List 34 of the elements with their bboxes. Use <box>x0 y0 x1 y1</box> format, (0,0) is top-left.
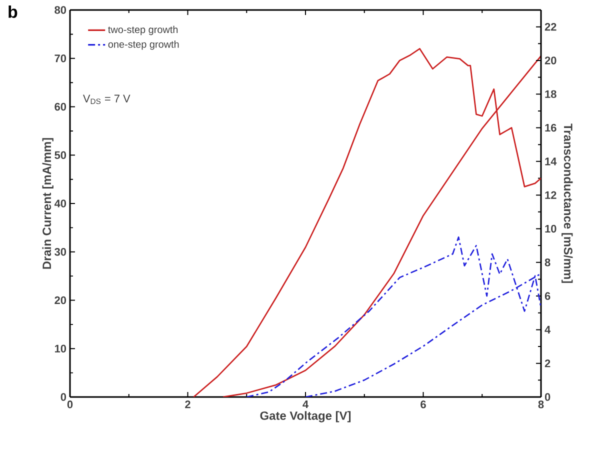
y-axis-title: Drain Current [mA/mm] <box>42 138 54 269</box>
y2-tick-label: 12 <box>545 191 556 199</box>
y-tick-label: 70 <box>54 54 66 62</box>
y-tick-label: 10 <box>54 344 66 353</box>
y-tick-label: 30 <box>54 248 66 256</box>
x-tick-label: 6 <box>420 400 426 408</box>
y2-tick-label: 20 <box>544 56 556 64</box>
y-tick-label: 0 <box>60 393 66 401</box>
y2-tick-label: 22 <box>544 23 556 31</box>
y2-tick-label: 10 <box>545 224 556 233</box>
x-tick-label: 4 <box>302 400 308 408</box>
x-tick-label: 2 <box>185 400 190 408</box>
y2-tick-label: 0 <box>544 393 550 401</box>
line-series <box>246 236 542 397</box>
y2-tick-label: 6 <box>544 292 550 300</box>
y2-tick-label: 8 <box>544 258 550 266</box>
y2-tick-label: 16 <box>545 124 556 132</box>
y2-tick-label: 2 <box>544 360 550 368</box>
text: b <box>8 6 18 18</box>
y2-tick-label: 18 <box>545 90 556 98</box>
y2-tick-label: 14 <box>545 158 557 166</box>
y-tick-label: 60 <box>54 102 66 111</box>
y-tick-label: 50 <box>54 151 66 160</box>
x-axis-title: Gate Voltage [V] <box>260 411 351 422</box>
legend-label: two-step growth <box>108 26 178 36</box>
annotation: V$_{DS}$ = 7 V <box>82 94 130 104</box>
x-tick-label: 8 <box>538 400 544 408</box>
x-tick-label: 0 <box>67 400 73 408</box>
y-tick-label: 80 <box>54 6 66 14</box>
y2-tick-label: 4 <box>544 326 551 334</box>
y2-axis-title: Transconductance [mS/mm] <box>562 124 573 283</box>
legend-label: one-step growth <box>108 40 179 50</box>
y-tick-label: 20 <box>54 296 66 304</box>
y-tick-label: 40 <box>54 200 66 208</box>
